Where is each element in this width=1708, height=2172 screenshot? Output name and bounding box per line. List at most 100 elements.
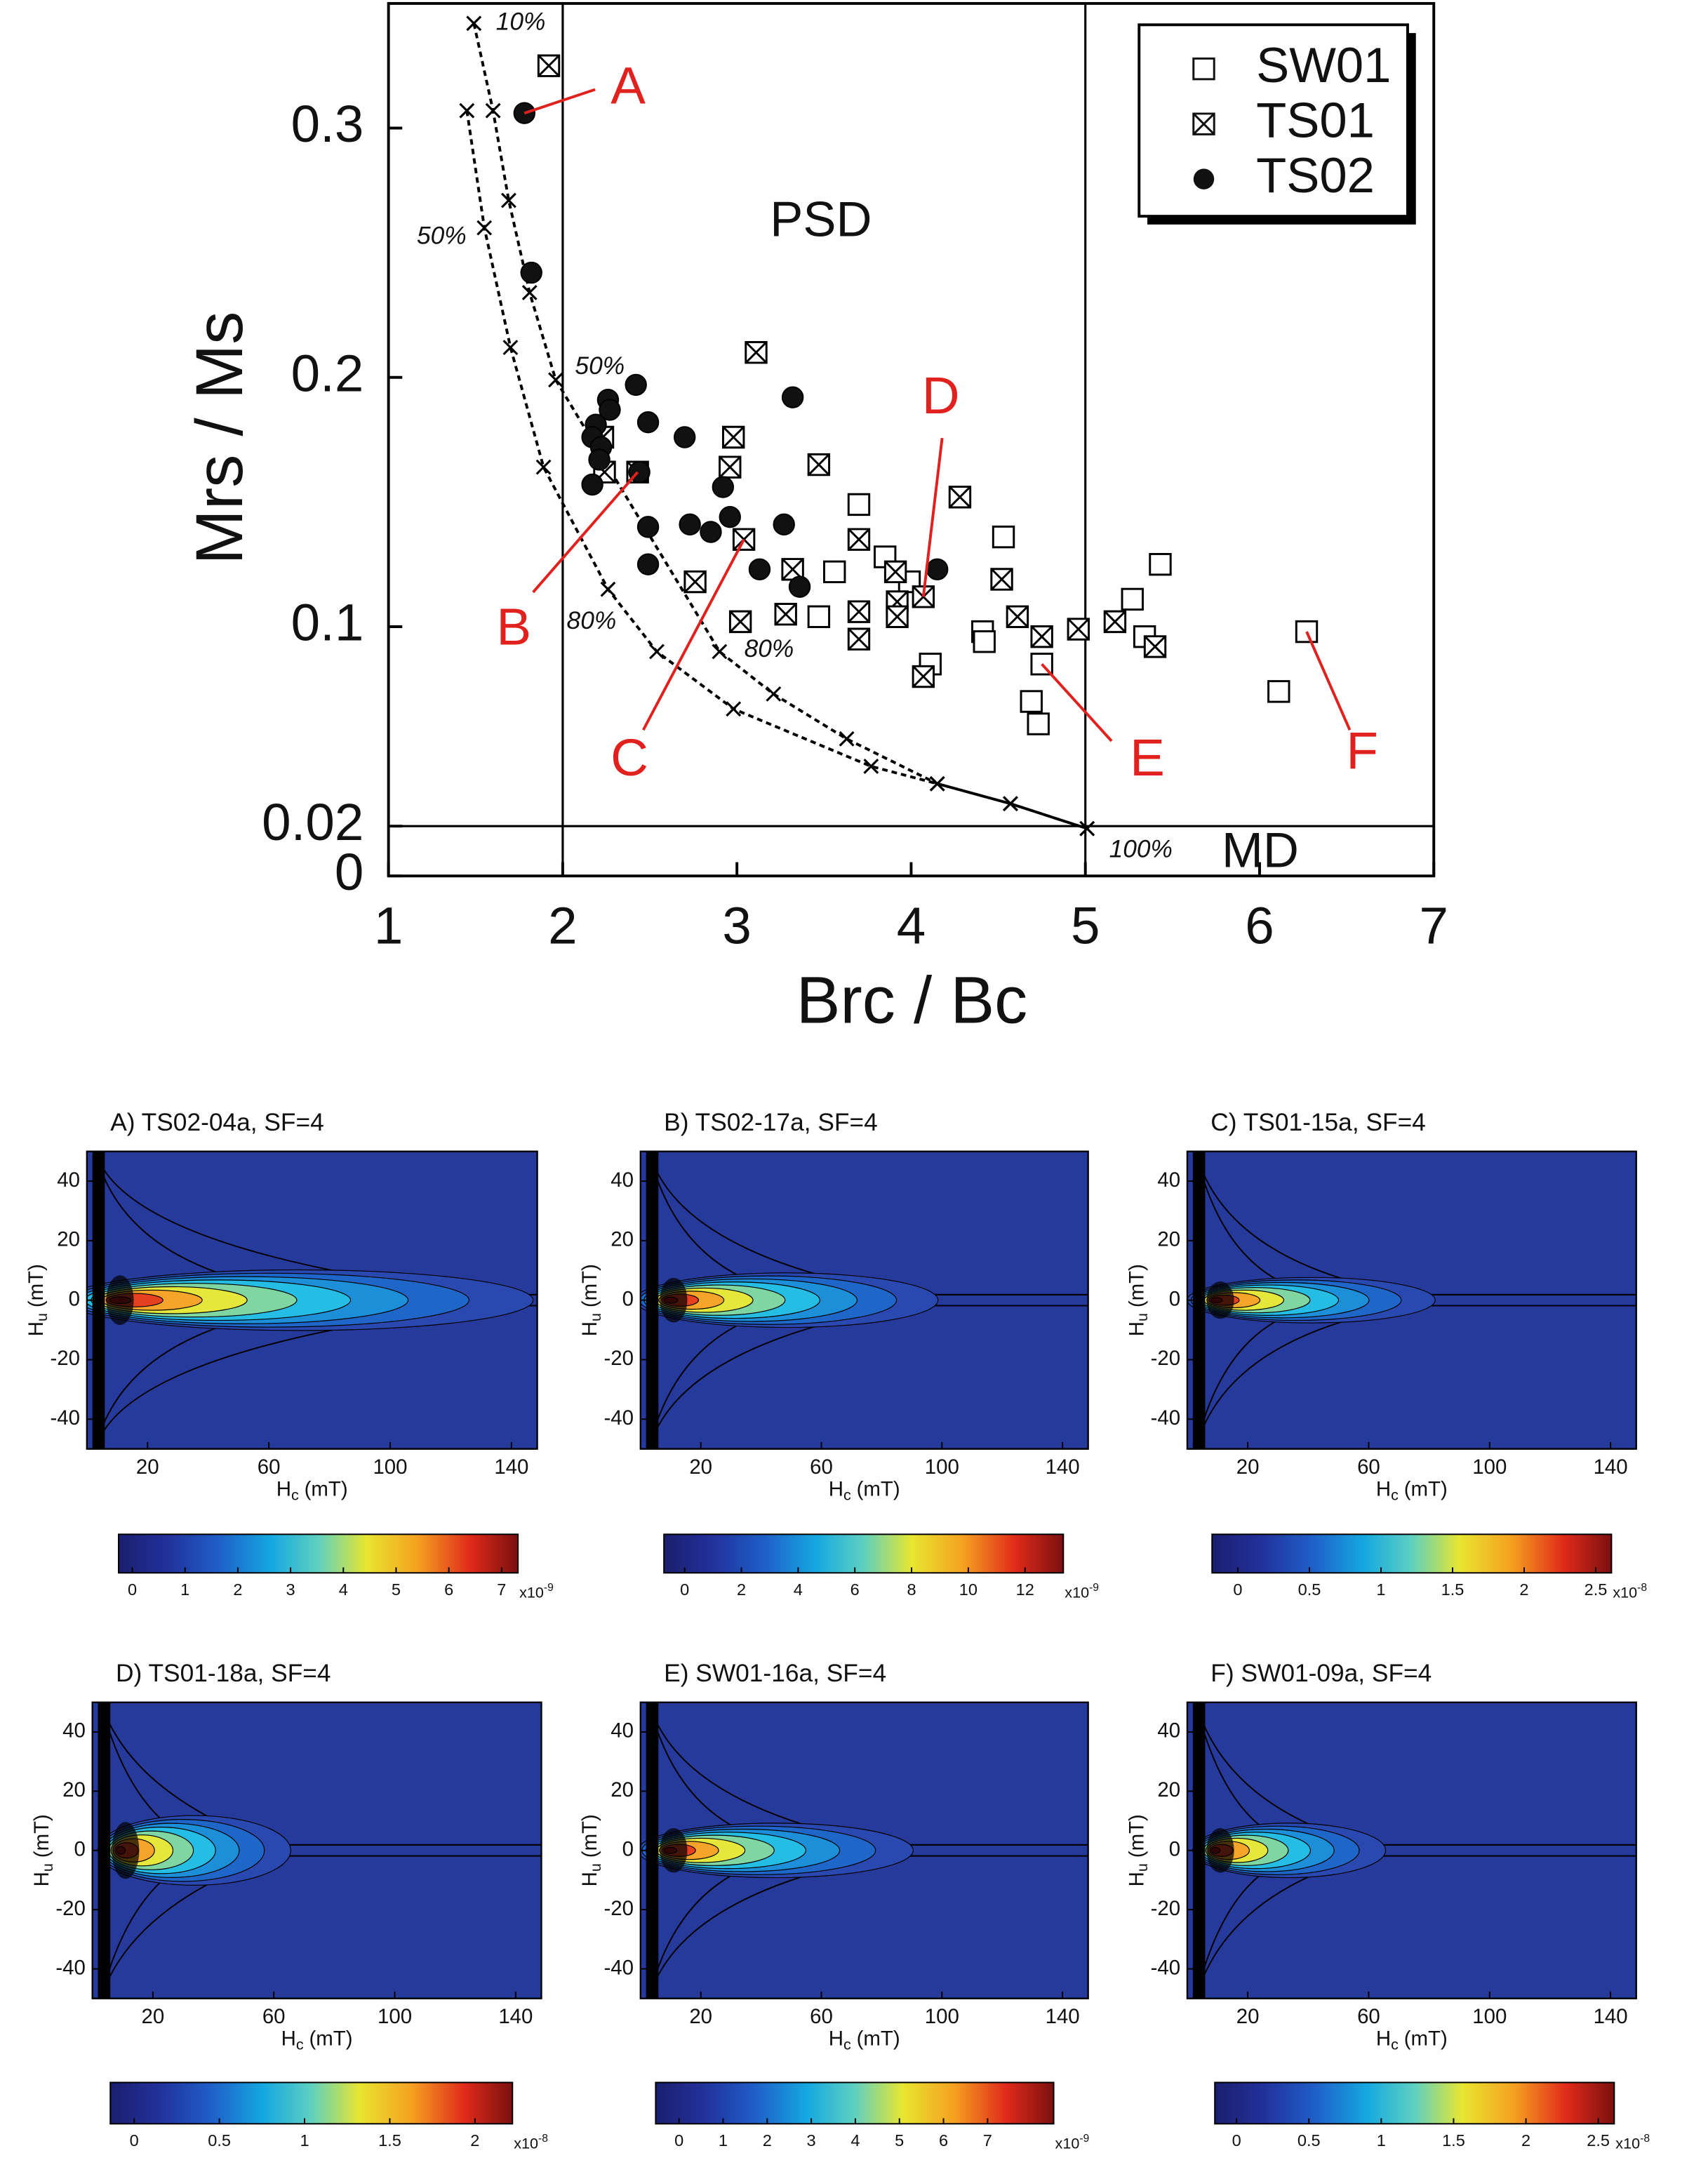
x-axis-label-main: H	[1376, 2027, 1391, 2050]
colorbar-scale-exp: -9	[544, 1582, 554, 1594]
x-axis-label-main: H	[276, 1477, 291, 1500]
panel-title: A) TS02-04a, SF=4	[110, 1109, 324, 1136]
colorbar-tick-label: 0.5	[1297, 2131, 1321, 2150]
legend-label: TS01	[1256, 92, 1375, 147]
data-point	[1149, 552, 1172, 576]
data-point	[781, 386, 804, 408]
colorbar	[117, 1533, 519, 1574]
forc-image	[1187, 1702, 1636, 1999]
y-axis-label-main: H	[1125, 1321, 1148, 1336]
region-label: MD	[1222, 822, 1299, 877]
colorbar-tick-label: 6	[939, 2131, 948, 2150]
x-tick-label: 140	[1594, 1455, 1628, 1479]
y-axis-label: Hu (mT)	[1125, 1264, 1151, 1336]
colorbar-tick-label: 3	[807, 2131, 816, 2150]
colorbar-tick-label: 0	[1232, 2131, 1241, 2150]
x-tick-label: 20	[141, 2005, 164, 2028]
data-point	[992, 525, 1015, 549]
x-tick-label: 3	[722, 895, 751, 954]
y-tick-label: 40	[611, 1719, 634, 1743]
y-axis-label-unit: (mT)	[1125, 1814, 1148, 1858]
mixing-point	[502, 340, 519, 356]
x-tick-label: 140	[498, 2005, 533, 2028]
colorbar-tick-label: 0	[680, 1580, 689, 1599]
colorbar	[663, 1533, 1065, 1574]
annotation-line	[532, 471, 639, 594]
data-point	[847, 600, 871, 623]
y-axis-label-unit: (mT)	[30, 1814, 53, 1858]
origin-strip	[646, 1151, 659, 1449]
y-axis-label-main: H	[30, 1872, 53, 1886]
legend-label: SW01	[1256, 37, 1391, 93]
colorbar-tick-label: 5	[895, 2131, 904, 2150]
x-tick-label: 100	[1472, 2005, 1507, 2028]
y-tick-label: -20	[50, 1347, 80, 1370]
colorbar-tick-label: 5	[392, 1580, 401, 1599]
panel-title: E) SW01-16a, SF=4	[664, 1660, 886, 1687]
x-axis-label: Hc (mT)	[829, 2027, 900, 2053]
data-point	[847, 627, 871, 651]
data-point	[807, 453, 831, 477]
x-tick-label: 60	[1357, 2005, 1380, 2028]
data-point	[948, 486, 972, 509]
mixing-point	[466, 15, 482, 32]
colorbar-scale-exp: -8	[1640, 2133, 1650, 2145]
x-tick-label: 140	[494, 1455, 528, 1479]
x-tick-label: 4	[897, 895, 926, 954]
colorbar-tick-label: 0.5	[1298, 1580, 1321, 1599]
colorbar-tick-label: 1.5	[1441, 1580, 1465, 1599]
x-axis-label-main: H	[1376, 1477, 1391, 1500]
y-tick-label: -20	[603, 1897, 634, 1920]
colorbar-tick-label: 1	[1376, 1580, 1385, 1599]
y-tick-label: 40	[62, 1719, 86, 1743]
x-tick-label: 20	[689, 2005, 712, 2028]
x-tick-label: 5	[1071, 895, 1100, 954]
y-axis-label-unit: (mT)	[1125, 1264, 1148, 1307]
colorbar-scale: x10-8	[1613, 1582, 1647, 1601]
colorbar-scale-base: x10	[519, 1583, 544, 1601]
data-point	[1103, 610, 1127, 634]
x-axis-label-sub: c	[1391, 1486, 1399, 1503]
colorbar	[1214, 2081, 1615, 2125]
mixing-point	[501, 192, 516, 208]
mixing-point	[535, 459, 552, 475]
mixing-label: 10%	[496, 8, 546, 36]
y-axis-label-sub: u	[39, 1863, 56, 1872]
annotation-label: C	[611, 728, 648, 787]
y-tick-label: -20	[1151, 1347, 1181, 1370]
x-tick-label: 60	[810, 2005, 833, 2028]
origin-strip	[98, 1702, 111, 1999]
y-tick-label: -40	[50, 1406, 80, 1430]
colorbar-scale-exp: -9	[1089, 1582, 1099, 1594]
y-tick-label: 20	[611, 1778, 634, 1801]
y-axis-label: Hu (mT)	[578, 1264, 604, 1336]
data-point	[679, 513, 701, 536]
mixing-curve	[472, 22, 1088, 830]
mixing-label: 80%	[567, 607, 617, 634]
annotation-line	[641, 538, 745, 731]
panel-title: F) SW01-09a, SF=4	[1210, 1660, 1432, 1687]
y-tick-label: 20	[57, 1228, 80, 1251]
colorbar-tick-label: 4	[339, 1580, 348, 1599]
mixing-point	[712, 644, 728, 660]
contour-core	[660, 1827, 688, 1873]
annotation-label: A	[611, 55, 646, 114]
data-point	[719, 505, 741, 528]
x-tick-label: 100	[1472, 1455, 1507, 1479]
annotation-label: E	[1130, 728, 1165, 787]
x-axis-label-sub: c	[296, 2035, 304, 2053]
contour-core	[106, 1275, 134, 1326]
x-axis-label: Brc / Bc	[796, 964, 1028, 1037]
forc-image	[86, 1151, 538, 1449]
data-point	[1267, 680, 1290, 703]
contour-core	[1206, 1281, 1234, 1319]
y-tick-label: -40	[603, 1406, 634, 1430]
y-tick-label: -40	[603, 1956, 634, 1979]
data-point	[1030, 625, 1053, 648]
data-point	[1121, 587, 1144, 611]
data-point	[719, 455, 742, 479]
colorbar-tick-label: 0	[674, 2131, 683, 2150]
data-point	[1006, 605, 1029, 628]
data-point	[636, 411, 660, 434]
colorbar-scale: x10-9	[519, 1582, 554, 1601]
